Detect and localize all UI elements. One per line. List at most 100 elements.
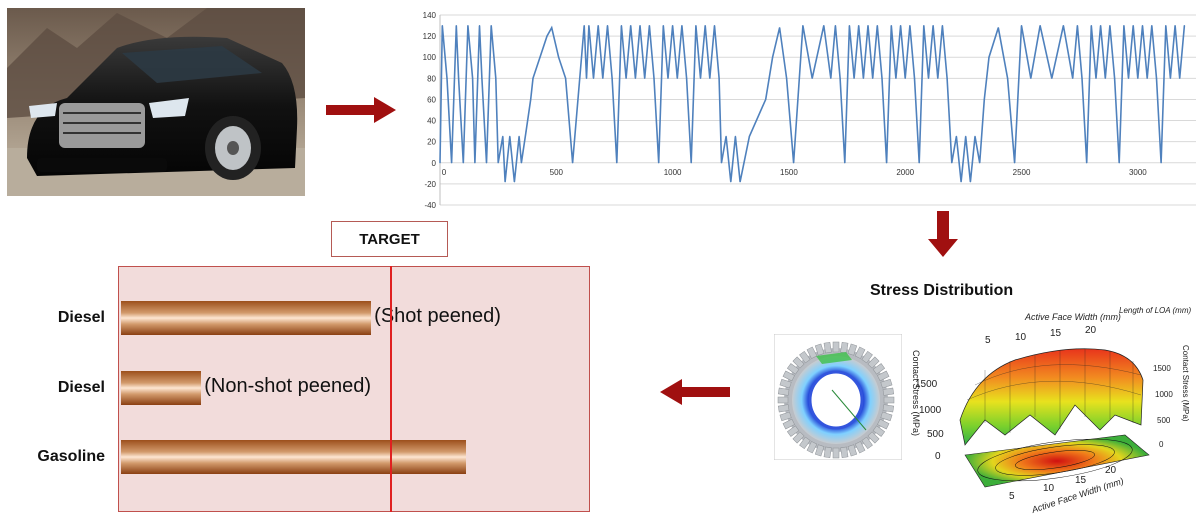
data-point — [1169, 77, 1172, 79]
data-point — [853, 77, 855, 79]
gear-tooth — [777, 404, 790, 413]
data-point — [1072, 77, 1074, 79]
bar-note-label: (Shot peened) — [374, 305, 501, 327]
data-point — [485, 162, 488, 164]
data-point — [446, 77, 448, 79]
y-tick-label: 0 — [432, 159, 437, 168]
data-point — [1183, 24, 1185, 27]
contact-stress-surface-plot: Active Face Width (mm) Length of LOA (mm… — [911, 306, 1192, 515]
chart-grid — [439, 14, 1196, 206]
data-point — [676, 77, 678, 79]
right-tick: 0 — [1159, 440, 1164, 449]
data-point — [685, 77, 688, 79]
car-photo — [7, 8, 305, 196]
x-tick-label: 3000 — [1129, 168, 1147, 177]
gear-tooth — [799, 350, 811, 364]
gear-tooth — [854, 441, 866, 454]
bar — [121, 440, 466, 474]
data-point — [713, 24, 716, 27]
data-point — [699, 77, 702, 79]
data-point — [451, 162, 453, 164]
data-point — [1086, 162, 1088, 164]
gear-tooth — [861, 350, 873, 364]
gear-tooth — [832, 447, 840, 459]
data-point — [441, 24, 443, 27]
data-point — [597, 24, 599, 27]
data-point — [518, 135, 520, 137]
right-tick: 1000 — [1155, 390, 1173, 399]
bottom-tick: 10 — [1043, 483, 1055, 494]
data-point — [876, 24, 878, 27]
data-point — [625, 77, 627, 79]
data-point — [658, 162, 660, 164]
y-tick-label: 40 — [427, 117, 436, 126]
x-tick-label: 1000 — [664, 168, 682, 177]
gear-tooth — [872, 425, 886, 437]
y-tick-label: 120 — [423, 32, 437, 41]
data-point — [471, 77, 474, 79]
gear-tooth — [823, 446, 832, 459]
data-point — [1109, 24, 1111, 27]
data-point — [823, 24, 825, 27]
bottom-tick: 20 — [1105, 465, 1117, 476]
data-point — [509, 135, 511, 137]
y-tick-label: 140 — [423, 11, 437, 20]
data-point — [474, 162, 476, 164]
data-point — [1062, 24, 1065, 27]
gear-tooth — [779, 378, 792, 389]
data-point — [690, 162, 692, 164]
left-tick: 500 — [927, 429, 944, 440]
data-point — [704, 24, 706, 27]
x-tick-label: 2000 — [896, 168, 914, 177]
data-point — [913, 77, 916, 79]
data-point — [974, 135, 976, 137]
y-tick-label: 80 — [427, 74, 436, 83]
top-tick: 15 — [1050, 328, 1062, 339]
gear-tooth — [867, 431, 880, 444]
data-point — [481, 77, 483, 79]
target-label-box: TARGET — [331, 221, 448, 257]
data-point — [539, 56, 541, 58]
data-point — [1123, 24, 1125, 27]
data-point — [502, 135, 504, 137]
gear-tooth — [867, 356, 880, 369]
data-point — [1141, 24, 1144, 27]
data-point — [1051, 77, 1053, 79]
data-point — [1076, 24, 1078, 27]
data-point — [532, 77, 534, 79]
top-tick: 10 — [1015, 332, 1027, 343]
gear-tooth — [880, 378, 893, 389]
data-point — [1155, 77, 1158, 79]
data-point — [616, 162, 618, 164]
data-point — [662, 24, 664, 27]
data-point — [937, 77, 939, 79]
data-point — [1179, 77, 1181, 79]
right-tick: 500 — [1157, 416, 1171, 425]
gear-tooth — [832, 341, 840, 353]
gear-tooth — [877, 370, 890, 382]
data-point — [1090, 24, 1092, 27]
data-point — [653, 77, 655, 79]
data-point — [504, 181, 506, 183]
gear-tooth — [777, 396, 789, 404]
data-point — [965, 135, 967, 137]
data-point — [520, 162, 523, 164]
y-tick-label: -40 — [424, 201, 436, 210]
left-tick: 0 — [935, 451, 941, 462]
data-point — [960, 181, 962, 183]
data-point — [639, 24, 641, 27]
data-point — [848, 24, 851, 27]
right-tick: 1500 — [1153, 364, 1171, 373]
data-point — [890, 24, 892, 27]
data-point — [1013, 162, 1016, 164]
data-point — [834, 24, 837, 27]
data-point — [681, 24, 683, 27]
top-axis-label: Active Face Width (mm) — [1024, 312, 1121, 322]
data-point — [979, 162, 981, 164]
left-tick: 1500 — [915, 379, 938, 390]
gear-tooth — [854, 346, 866, 359]
data-point — [1104, 77, 1106, 79]
data-point — [1095, 77, 1097, 79]
x-tick-label: 2500 — [1013, 168, 1031, 177]
gear-tooth — [840, 446, 849, 459]
